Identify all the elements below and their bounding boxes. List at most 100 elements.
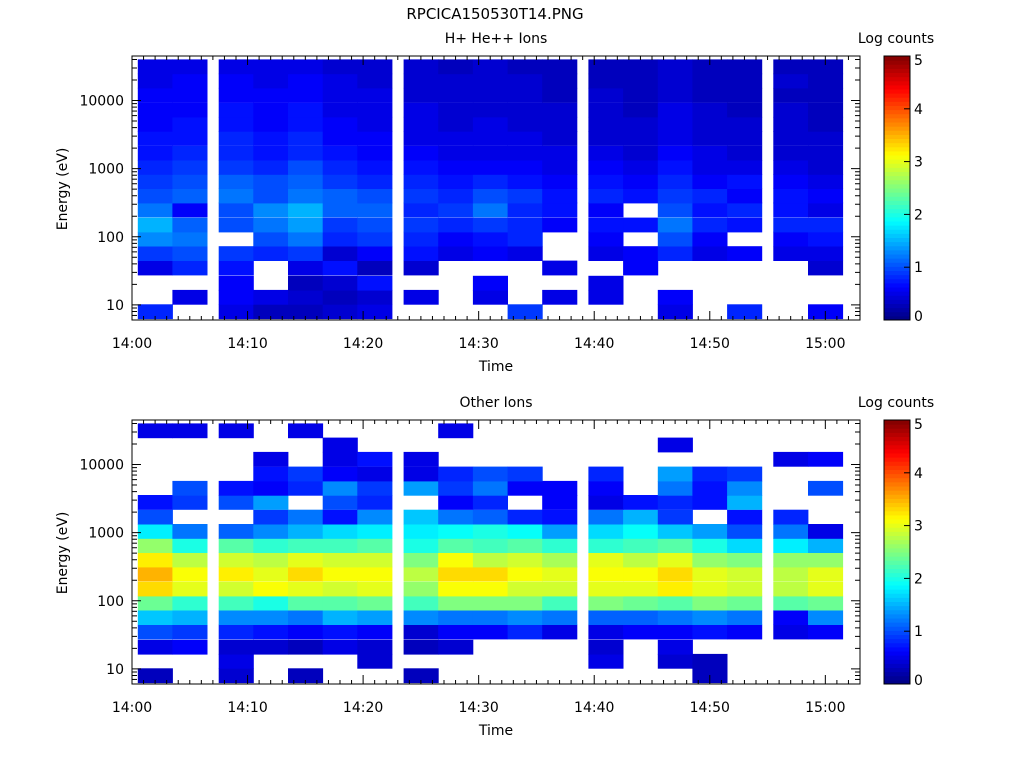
heatmap-cell bbox=[773, 188, 809, 204]
heatmap-cell bbox=[322, 202, 358, 218]
colorbar-tick-label: 3 bbox=[914, 155, 923, 171]
heatmap-cell bbox=[773, 538, 809, 553]
heatmap-cell bbox=[438, 509, 474, 525]
colorbar-segment bbox=[884, 667, 910, 673]
heatmap-cell bbox=[357, 653, 393, 669]
heatmap-cell bbox=[507, 131, 543, 146]
heatmap-cell bbox=[623, 145, 659, 161]
colorbar-segment bbox=[884, 527, 910, 532]
heatmap-cell bbox=[692, 174, 728, 189]
heatmap-cell bbox=[808, 451, 844, 467]
heatmap-cell bbox=[253, 451, 289, 467]
heatmap-cell bbox=[322, 174, 358, 189]
heatmap-cell bbox=[773, 116, 809, 132]
colorbar-segment bbox=[884, 564, 910, 570]
heatmap-cell bbox=[773, 524, 809, 539]
colorbar-segment bbox=[884, 547, 910, 553]
heatmap-cell bbox=[588, 524, 624, 539]
heatmap-cell bbox=[322, 610, 358, 625]
colorbar-segment bbox=[884, 84, 910, 90]
x-axis: 14:00 14:10 14:20 14:30 14:40 14:50 15:00 bbox=[112, 56, 861, 352]
colorbar-segment bbox=[884, 216, 910, 222]
heatmap-cell bbox=[507, 581, 543, 597]
heatmap-cell bbox=[472, 188, 508, 204]
heatmap-cell bbox=[218, 73, 254, 89]
heatmap-cell bbox=[472, 495, 508, 510]
heatmap-cell bbox=[542, 524, 578, 539]
colorbar-segment bbox=[884, 212, 910, 218]
heatmap-cell bbox=[507, 73, 543, 89]
heatmap-cell bbox=[472, 102, 508, 118]
colorbar-segment bbox=[884, 126, 910, 131]
colorbar-segment bbox=[884, 221, 910, 226]
heatmap-cell bbox=[137, 231, 173, 247]
heatmap-cell bbox=[322, 231, 358, 247]
heatmap-cell bbox=[588, 552, 624, 568]
colorbar-segment bbox=[884, 188, 910, 193]
heatmap-cell bbox=[357, 451, 393, 467]
heatmap-cell bbox=[472, 160, 508, 175]
heatmap-cell bbox=[507, 174, 543, 189]
heatmap-cell bbox=[137, 624, 173, 640]
heatmap-cell bbox=[357, 188, 393, 204]
heatmap-cell bbox=[357, 624, 393, 640]
colorbar-segment bbox=[884, 465, 910, 471]
heatmap-cell bbox=[403, 480, 439, 496]
colorbar-segment bbox=[884, 122, 910, 127]
heatmap-cell bbox=[588, 73, 624, 89]
heatmap-cell bbox=[357, 145, 393, 161]
heatmap-cell bbox=[438, 581, 474, 597]
heatmap-cell bbox=[218, 610, 254, 625]
colorbar-segment bbox=[884, 101, 910, 107]
heatmap-cell bbox=[253, 87, 289, 103]
heatmap-cell bbox=[623, 102, 659, 118]
heatmap-cell bbox=[657, 73, 693, 89]
heatmap-cell bbox=[253, 73, 289, 89]
heatmap-cell bbox=[322, 566, 358, 582]
heatmap-cell bbox=[692, 102, 728, 118]
heatmap-cell bbox=[218, 116, 254, 132]
colorbar-segment bbox=[884, 552, 910, 557]
heatmap-cell bbox=[288, 581, 324, 597]
x-tick-label: 15:00 bbox=[805, 336, 845, 352]
heatmap-cell bbox=[357, 160, 393, 175]
colorbar-segment bbox=[884, 568, 910, 574]
heatmap-cell bbox=[507, 480, 543, 496]
heatmap-cell bbox=[403, 188, 439, 204]
heatmap-cell bbox=[773, 160, 809, 175]
heatmap-cell bbox=[542, 73, 578, 89]
heatmap-cell bbox=[288, 624, 324, 640]
heatmap-cell bbox=[218, 668, 254, 684]
colorbar-segment bbox=[884, 457, 910, 462]
heatmap-cell bbox=[322, 581, 358, 597]
colorbar-segment bbox=[884, 585, 910, 590]
heatmap-cell bbox=[542, 59, 578, 75]
heatmap-cell bbox=[692, 552, 728, 568]
heatmap-cell bbox=[253, 624, 289, 640]
heatmap-cell bbox=[218, 275, 254, 291]
heatmap-cell bbox=[692, 231, 728, 247]
heatmap-cell bbox=[322, 73, 358, 89]
heatmap-cell bbox=[542, 610, 578, 625]
heatmap-cell bbox=[322, 59, 358, 75]
y-tick-label: 10 bbox=[106, 298, 124, 314]
heatmap-cell bbox=[288, 87, 324, 103]
heatmap-cell bbox=[322, 217, 358, 233]
heatmap-cell bbox=[808, 524, 844, 539]
heatmap-cell bbox=[322, 160, 358, 175]
heatmap-cell bbox=[438, 423, 474, 439]
heatmap-cell bbox=[253, 566, 289, 582]
heatmap-cell bbox=[692, 581, 728, 597]
heatmap-cell bbox=[773, 217, 809, 233]
heatmap-cell bbox=[507, 552, 543, 568]
heatmap-cell bbox=[253, 524, 289, 539]
x-tick-label: 14:40 bbox=[574, 336, 614, 352]
colorbar-segment bbox=[884, 506, 910, 512]
colorbar-segment bbox=[884, 622, 910, 627]
heatmap-cell bbox=[623, 495, 659, 510]
colorbar-segment bbox=[884, 72, 910, 78]
heatmap-cell bbox=[588, 131, 624, 146]
heatmap-cell bbox=[403, 174, 439, 189]
heatmap-cell bbox=[288, 566, 324, 582]
colorbar-segment bbox=[884, 266, 910, 272]
